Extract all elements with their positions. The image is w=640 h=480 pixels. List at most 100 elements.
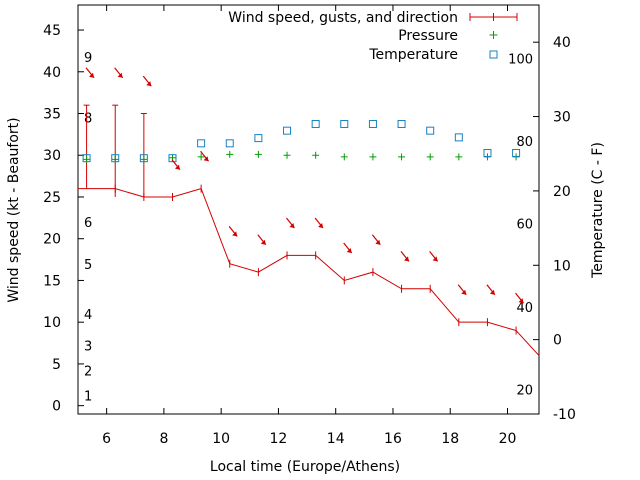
y-axis-ticks: 0 5 10 15 20 25 30 35 40 45 xyxy=(43,23,84,415)
wind-direction-arrowhead xyxy=(89,72,95,78)
wind-direction-arrowhead xyxy=(174,164,180,170)
wind-direction-arrowhead xyxy=(117,72,123,78)
y2-tick-label: 10 xyxy=(553,258,571,274)
x-tick-label: 20 xyxy=(499,431,517,447)
wind-speed-line xyxy=(78,188,540,356)
y-tick-label: 25 xyxy=(43,190,61,206)
y-tick-label: 35 xyxy=(43,107,61,123)
temperature-point xyxy=(397,119,406,128)
temperature-point xyxy=(426,126,435,135)
temperature-point xyxy=(512,148,521,157)
wind-direction-arrowhead xyxy=(289,223,295,229)
legend-label-pressure: Pressure xyxy=(398,28,458,44)
fahrenheit-label: 40 xyxy=(516,301,533,316)
y-tick-label: 40 xyxy=(43,65,61,81)
beaufort-label: 4 xyxy=(84,308,92,323)
y-tick-label: 15 xyxy=(43,273,61,289)
wind-direction-arrowhead xyxy=(203,156,209,162)
pressure-series xyxy=(83,150,520,163)
beaufort-scale-labels: 1 2 3 4 5 6 8 9 xyxy=(84,51,92,405)
beaufort-label: 1 xyxy=(84,390,92,405)
temperature-point xyxy=(111,154,120,163)
y2-tick-label: 0 xyxy=(553,333,562,349)
temperature-point xyxy=(340,119,349,128)
y-tick-label: 10 xyxy=(43,315,61,331)
wind-direction-arrowhead xyxy=(489,289,495,295)
y-axis-title: Wind speed (kt - Beaufort) xyxy=(6,117,22,302)
temperature-point xyxy=(168,154,177,163)
wind-direction-arrowhead xyxy=(518,298,524,304)
pressure-point xyxy=(283,151,291,159)
wind-speed-series xyxy=(78,184,540,356)
beaufort-label: 6 xyxy=(84,216,92,231)
x-tick-label: 6 xyxy=(102,431,111,447)
legend-swatch-temperature xyxy=(489,50,498,59)
fahrenheit-scale-labels: 20 40 60 80 100 xyxy=(508,53,533,399)
x-tick-label: 14 xyxy=(327,431,345,447)
pressure-point xyxy=(197,153,205,161)
temperature-point xyxy=(225,139,234,148)
wind-direction-arrowhead xyxy=(403,256,409,262)
pressure-point xyxy=(426,153,434,161)
temperature-point xyxy=(82,154,91,163)
beaufort-label: 3 xyxy=(84,340,92,355)
y-tick-label: 45 xyxy=(43,23,61,39)
wind-direction-arrowhead xyxy=(318,223,324,229)
pressure-point xyxy=(340,153,348,161)
legend: Wind speed, gusts, and direction Pressur… xyxy=(228,10,518,63)
temperature-point xyxy=(283,126,292,135)
temperature-point xyxy=(454,133,463,142)
wind-direction-arrowhead xyxy=(375,239,381,245)
x-tick-label: 12 xyxy=(270,431,288,447)
y2-tick-label: 20 xyxy=(553,184,571,200)
pressure-point xyxy=(398,153,406,161)
wind-direction-arrowhead xyxy=(432,256,438,262)
fahrenheit-label: 100 xyxy=(508,53,533,68)
fahrenheit-label: 20 xyxy=(516,383,533,398)
fahrenheit-label: 60 xyxy=(516,218,533,233)
x-axis-ticks: 6 8 10 12 14 16 18 20 xyxy=(102,5,516,447)
legend-swatch-pressure xyxy=(489,31,498,39)
y2-tick-label: 30 xyxy=(553,110,571,126)
x-axis-title: Local time (Europe/Athens) xyxy=(210,459,400,475)
temperature-point xyxy=(254,134,263,143)
pressure-point xyxy=(455,153,463,161)
temperature-point xyxy=(197,139,206,148)
plot-frame xyxy=(77,4,540,415)
x-tick-label: 10 xyxy=(212,431,230,447)
y2-tick-label: 40 xyxy=(553,35,571,51)
x-tick-label: 16 xyxy=(384,431,402,447)
wind-direction-arrowhead xyxy=(146,81,152,87)
beaufort-label: 9 xyxy=(84,51,92,66)
beaufort-label: 5 xyxy=(84,258,92,273)
y2-axis-ticks: -10 0 10 20 30 40 xyxy=(533,35,576,423)
y-tick-label: 5 xyxy=(52,357,61,373)
legend-label-wind: Wind speed, gusts, and direction xyxy=(228,10,458,26)
pressure-point xyxy=(226,150,234,158)
wind-direction-arrowhead xyxy=(260,239,266,245)
temperature-series xyxy=(82,119,521,163)
legend-label-temperature: Temperature xyxy=(368,47,458,63)
x-tick-label: 8 xyxy=(159,431,168,447)
temperature-point xyxy=(483,148,492,157)
wind-direction-arrowhead xyxy=(346,248,352,254)
pressure-point xyxy=(312,151,320,159)
y-tick-label: 30 xyxy=(43,148,61,164)
y-tick-label: 0 xyxy=(52,399,61,415)
x-tick-label: 18 xyxy=(441,431,459,447)
y2-tick-label: -10 xyxy=(553,407,576,423)
beaufort-label: 2 xyxy=(84,365,92,380)
wind-direction-arrowhead xyxy=(461,289,467,295)
temperature-point xyxy=(368,119,377,128)
temperature-point xyxy=(139,154,148,163)
y-tick-label: 20 xyxy=(43,232,61,248)
wind-direction-arrows xyxy=(85,67,524,304)
pressure-point xyxy=(254,150,262,158)
gust-bars xyxy=(83,104,147,197)
pressure-point xyxy=(369,153,377,161)
y2-axis-title: Temperature (C - F) xyxy=(590,142,606,279)
fahrenheit-label: 80 xyxy=(516,135,533,150)
temperature-point xyxy=(311,119,320,128)
wind-direction-arrowhead xyxy=(232,231,238,237)
